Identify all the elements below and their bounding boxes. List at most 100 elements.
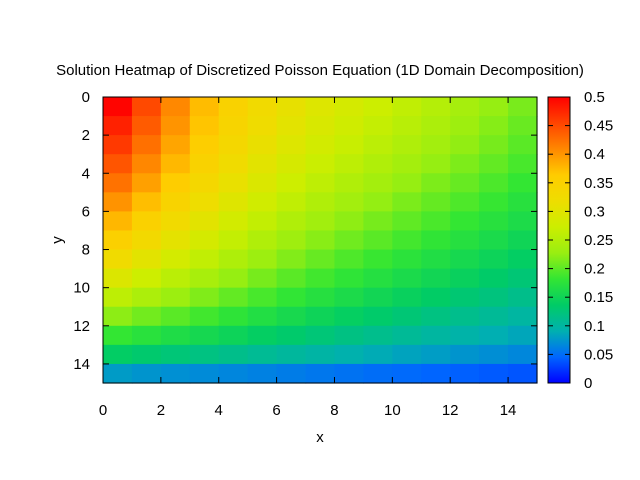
heatmap-cell — [305, 192, 336, 212]
heatmap-cell — [218, 173, 249, 193]
heatmap-cell — [421, 268, 451, 289]
heatmap-cell — [247, 97, 278, 117]
heatmap-cell — [160, 135, 191, 155]
heatmap-cell — [160, 344, 191, 365]
heatmap-cell — [103, 344, 133, 365]
heatmap-cell — [334, 116, 364, 136]
heatmap-cell — [392, 192, 422, 212]
heatmap-cell — [421, 287, 451, 308]
heatmap-cell — [392, 306, 422, 327]
heatmap-cell — [363, 325, 393, 346]
heatmap-cell — [334, 249, 364, 270]
heatmap-cell — [103, 97, 133, 117]
heatmap-cell — [421, 230, 451, 251]
heatmap-cell — [334, 287, 364, 308]
heatmap-cell — [392, 230, 422, 251]
heatmap-cell — [103, 135, 133, 155]
heatmap-cell — [305, 249, 336, 270]
heatmap-cell — [189, 306, 220, 327]
x-tick-label: 10 — [384, 402, 401, 419]
heatmap-cell — [218, 306, 249, 327]
heatmap-cell — [276, 116, 307, 136]
heatmap-cell — [189, 116, 220, 136]
heatmap-cell — [131, 306, 162, 327]
heatmap-cell — [392, 173, 422, 193]
heatmap-cells — [103, 97, 538, 384]
heatmap-cell — [479, 97, 509, 117]
heatmap-cell — [247, 192, 278, 212]
heatmap-cell — [305, 325, 336, 346]
heatmap-cell — [160, 363, 191, 384]
heatmap-cell — [276, 287, 307, 308]
colorbar-tick-label: 0.3 — [584, 203, 605, 220]
heatmap-cell — [160, 306, 191, 327]
colorbar-tick-label: 0.25 — [584, 232, 613, 249]
y-tick-label: 4 — [82, 165, 90, 182]
heatmap-cell — [334, 173, 364, 193]
y-tick-label: 14 — [73, 356, 90, 373]
heatmap-cell — [160, 97, 191, 117]
y-tick-label: 12 — [73, 318, 90, 335]
heatmap-cell — [247, 173, 278, 193]
heatmap-cell — [218, 211, 249, 232]
heatmap-cell — [508, 154, 538, 174]
heatmap-cell — [218, 135, 249, 155]
heatmap-cell — [479, 268, 509, 289]
heatmap-cell — [131, 344, 162, 365]
heatmap-cell — [131, 97, 162, 117]
heatmap-cell — [392, 135, 422, 155]
heatmap-cell — [189, 268, 220, 289]
heatmap-cell — [479, 306, 509, 327]
heatmap-cell — [363, 230, 393, 251]
heatmap-cell — [334, 268, 364, 289]
heatmap-cell — [421, 325, 451, 346]
heatmap-cell — [421, 173, 451, 193]
heatmap-cell — [508, 230, 538, 251]
colorbar-tick-label: 0.1 — [584, 318, 605, 335]
heatmap-cell — [450, 268, 480, 289]
heatmap-cell — [363, 363, 393, 384]
heatmap-cell — [160, 192, 191, 212]
heatmap-cell — [276, 211, 307, 232]
heatmap-cell — [189, 249, 220, 270]
heatmap-cell — [450, 135, 480, 155]
heatmap-cell — [479, 192, 509, 212]
heatmap-cell — [189, 154, 220, 174]
heatmap-cell — [160, 249, 191, 270]
heatmap-cell — [421, 116, 451, 136]
heatmap-cell — [450, 363, 480, 384]
heatmap-cell — [131, 363, 162, 384]
heatmap-cell — [305, 211, 336, 232]
heatmap-cell — [103, 154, 133, 174]
heatmap-cell — [189, 97, 220, 117]
heatmap-cell — [363, 344, 393, 365]
heatmap-cell — [508, 135, 538, 155]
heatmap-cell — [218, 325, 249, 346]
heatmap-cell — [421, 363, 451, 384]
heatmap-cell — [218, 363, 249, 384]
heatmap-cell — [479, 230, 509, 251]
heatmap-cell — [276, 249, 307, 270]
heatmap-cell — [131, 154, 162, 174]
heatmap-cell — [334, 230, 364, 251]
heatmap-cell — [334, 306, 364, 327]
heatmap-cell — [363, 249, 393, 270]
heatmap-cell — [508, 211, 538, 232]
heatmap-cell — [218, 97, 249, 117]
heatmap-cell — [450, 249, 480, 270]
heatmap-cell — [131, 230, 162, 251]
colorbar-tick-label: 0.2 — [584, 261, 605, 278]
heatmap-cell — [392, 268, 422, 289]
heatmap-cell — [103, 287, 133, 308]
heatmap-cell — [103, 211, 133, 232]
y-axis-ticks: 0 2 4 6 8 10 12 14 — [73, 89, 537, 373]
heatmap-cell — [218, 268, 249, 289]
x-tick-label: 8 — [330, 402, 338, 419]
y-tick-label: 0 — [82, 89, 90, 106]
heatmap-cell — [479, 154, 509, 174]
heatmap-cell — [189, 287, 220, 308]
heatmap-cell — [103, 325, 133, 346]
colorbar-tick-label: 0.5 — [584, 89, 605, 106]
heatmap-cell — [276, 344, 307, 365]
